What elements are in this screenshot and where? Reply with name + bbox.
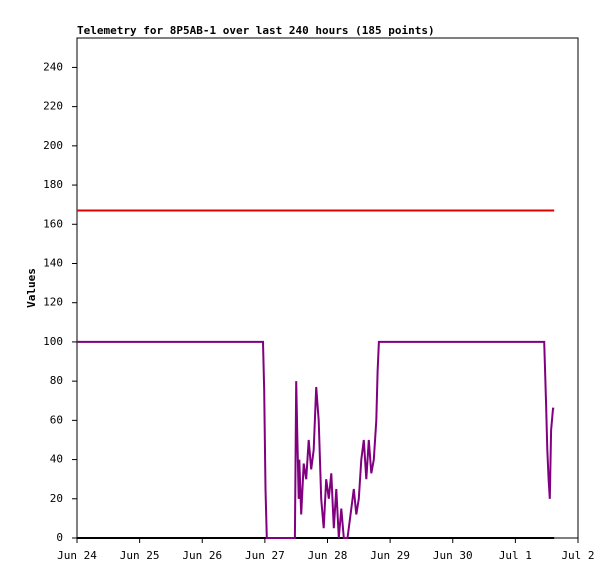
y-tick-label: 160 xyxy=(43,217,63,230)
chart-title: Telemetry for 8P5AB-1 over last 240 hour… xyxy=(77,24,435,37)
x-tick-label: Jun 24 xyxy=(57,549,97,562)
y-tick-label: 140 xyxy=(43,256,63,269)
y-tick-label: 20 xyxy=(50,492,63,505)
y-tick-label: 240 xyxy=(43,60,63,73)
x-tick-label: Jul 1 xyxy=(499,549,532,562)
plot-frame xyxy=(76,37,579,539)
x-tick-label: Jul 2 xyxy=(561,549,594,562)
y-tick-label: 120 xyxy=(43,296,63,309)
x-tick-label: Jun 26 xyxy=(182,549,222,562)
y-tick-label: 80 xyxy=(50,374,63,387)
y-tick-label: 220 xyxy=(43,100,63,113)
x-tick-label: Jun 28 xyxy=(308,549,348,562)
series-line xyxy=(77,340,555,539)
y-tick-label: 180 xyxy=(43,178,63,191)
x-tick-label: Jun 30 xyxy=(433,549,473,562)
y-tick-label: 0 xyxy=(56,531,63,544)
y-axis-label: Values xyxy=(25,268,38,308)
y-tick-label: 60 xyxy=(50,413,63,426)
x-tick-label: Jun 27 xyxy=(245,549,285,562)
y-tick-label: 100 xyxy=(43,335,63,348)
y-tick-label: 40 xyxy=(50,453,63,466)
x-tick-label: Jun 25 xyxy=(120,549,160,562)
y-tick-label: 200 xyxy=(43,139,63,152)
x-tick-label: Jun 29 xyxy=(370,549,410,562)
